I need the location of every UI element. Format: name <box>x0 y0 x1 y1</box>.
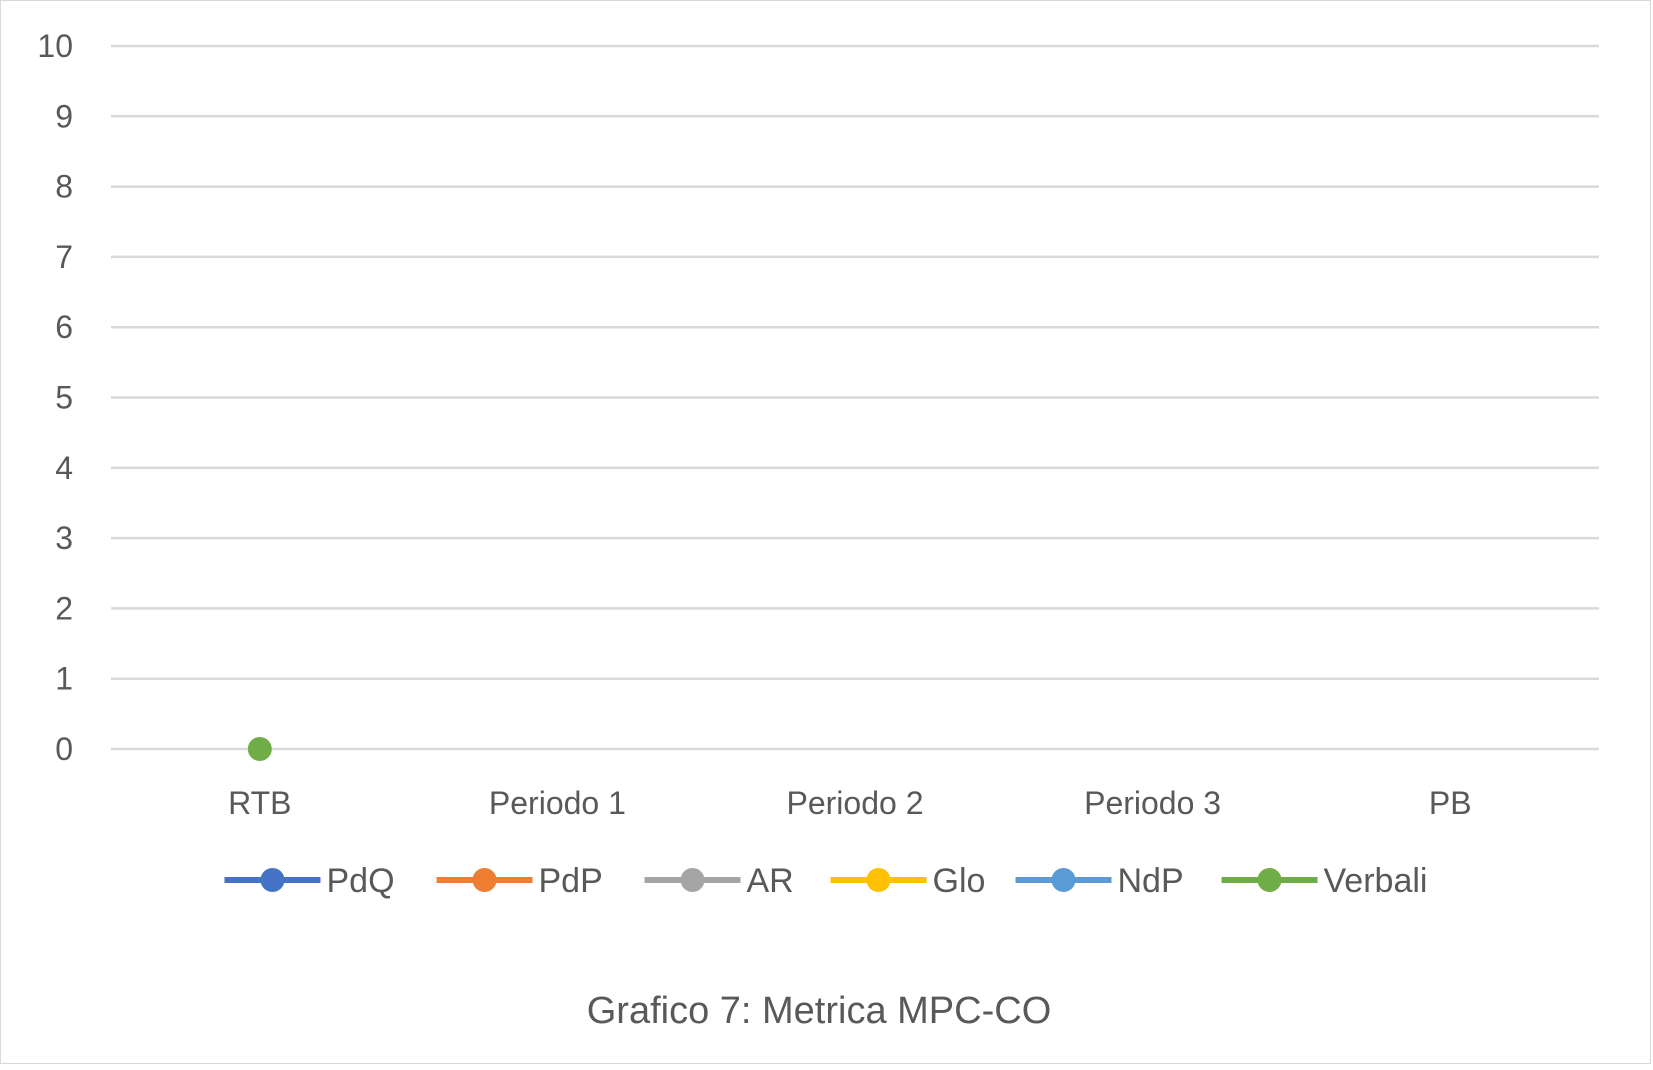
x-tick-label: Periodo 2 <box>787 785 924 821</box>
x-axis-tick-labels: RTB Periodo 1 Periodo 2 Periodo 3 PB <box>228 785 1471 821</box>
legend-label: PdQ <box>327 862 395 900</box>
series-verbali <box>247 737 272 761</box>
legend-label: NdP <box>1118 862 1184 900</box>
legend-label: Verbali <box>1324 862 1428 900</box>
legend-label: AR <box>747 862 794 900</box>
y-tick-label: 3 <box>55 520 73 556</box>
legend-swatch-marker <box>866 868 891 892</box>
data-series <box>247 737 272 761</box>
y-tick-label: 10 <box>37 28 73 64</box>
y-tick-label: 7 <box>55 239 73 275</box>
chart-caption: Grafico 7: Metrica MPC-CO <box>587 990 1052 1032</box>
y-tick-label: 8 <box>55 169 73 205</box>
legend-swatch-marker <box>1051 868 1076 892</box>
legend-label: Glo <box>933 862 986 900</box>
legend-item-ndp: NdP <box>1015 862 1184 900</box>
y-tick-label: 1 <box>55 661 73 697</box>
y-tick-label: 4 <box>55 450 73 486</box>
y-tick-label: 9 <box>55 98 73 134</box>
gridlines <box>111 44 1599 751</box>
y-tick-label: 6 <box>55 309 73 345</box>
legend: PdQ PdP AR Glo NdP Verbali <box>224 862 1428 900</box>
x-tick-label: RTB <box>228 785 291 821</box>
x-tick-label: Periodo 3 <box>1084 785 1221 821</box>
y-tick-label: 0 <box>55 731 73 767</box>
y-axis-tick-labels: 0 1 2 3 4 5 6 7 8 9 10 <box>37 28 73 767</box>
legend-item-pdp: PdP <box>436 862 603 900</box>
legend-label: PdP <box>539 862 603 900</box>
x-tick-label: PB <box>1429 785 1472 821</box>
legend-swatch-marker <box>1257 868 1282 892</box>
legend-item-verbali: Verbali <box>1221 862 1428 900</box>
legend-swatch-marker <box>680 868 705 892</box>
legend-item-pdq: PdQ <box>224 862 395 900</box>
legend-swatch-marker <box>472 868 497 892</box>
x-tick-label: Periodo 1 <box>489 785 626 821</box>
legend-item-ar: AR <box>644 862 794 900</box>
y-tick-label: 2 <box>55 590 73 626</box>
legend-item-glo: Glo <box>830 862 986 900</box>
legend-swatch-marker <box>260 868 285 892</box>
y-tick-label: 5 <box>55 380 73 416</box>
data-point <box>247 737 272 761</box>
